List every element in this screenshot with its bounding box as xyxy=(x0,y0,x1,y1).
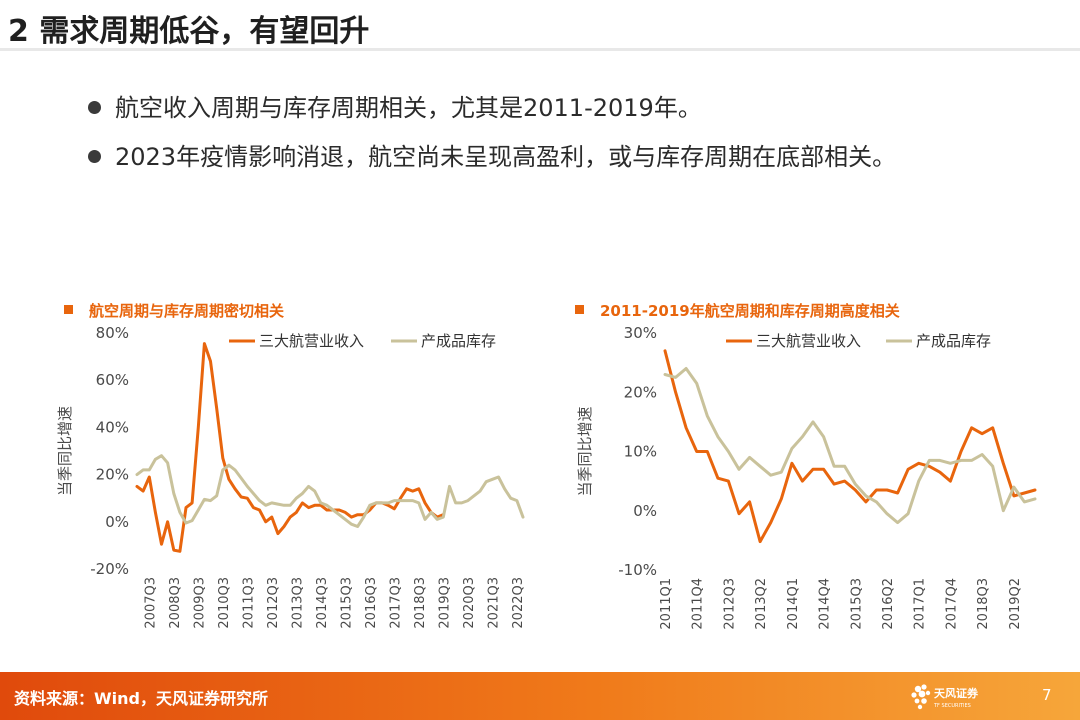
y-axis-label: 当季同比增速 xyxy=(56,406,74,496)
chart-2-title: 2011-2019年航空周期和库存周期高度相关 xyxy=(575,300,900,321)
x-tick-label: 2014Q4 xyxy=(818,578,833,630)
page-number: 7 xyxy=(1042,686,1052,704)
x-tick-label: 2018Q3 xyxy=(976,578,991,630)
chart-2: -10% 0% 10% 20% 30% 当季同比增速 2011Q1 2011Q4 2012Q3 2… xyxy=(576,324,1037,630)
x-tick-label: 2012Q3 xyxy=(266,577,281,629)
x-tick-label: 2016Q2 xyxy=(881,578,896,630)
y-tick-label: -20% xyxy=(90,560,129,578)
x-tick-label: 2015Q3 xyxy=(849,578,864,630)
x-tick-label: 2022Q3 xyxy=(511,577,526,629)
bullet-text-1: 航空收入周期与库存周期相关，尤其是2011-2019年。 xyxy=(115,94,702,122)
y-tick-label: 30% xyxy=(624,324,657,342)
square-bullet-icon xyxy=(64,305,73,314)
bullet-item-2: 2023年疫情影响消退，航空尚未呈现高盈利，或与库存周期在底部相关。 xyxy=(88,137,896,172)
x-tick-label: 2013Q3 xyxy=(290,577,305,629)
y-tick-label: 0% xyxy=(633,502,657,520)
x-tick-label: 2008Q3 xyxy=(168,577,183,629)
x-tick-label: 2015Q3 xyxy=(339,577,354,629)
bullet-dot-icon xyxy=(88,100,101,114)
x-tick-label: 2014Q1 xyxy=(786,578,801,630)
page-title: 2 需求周期低谷，有望回升 xyxy=(8,14,370,49)
y-tick-label: 10% xyxy=(624,443,657,461)
x-tick-label: 2011Q3 xyxy=(241,577,256,629)
series-line-2 xyxy=(663,367,1037,525)
y-tick-label: 80% xyxy=(96,324,129,342)
x-tick-label: 2019Q2 xyxy=(1008,578,1023,630)
legend-label: 产成品库存 xyxy=(421,332,496,350)
y-tick-label: 60% xyxy=(96,371,129,389)
x-tick-label: 2021Q3 xyxy=(486,577,501,629)
legend-label: 三大航营业收入 xyxy=(756,332,861,350)
x-tick-label: 2019Q3 xyxy=(437,577,452,629)
tf-securities-logo: 天风证券 TF SECURITIES xyxy=(911,684,979,710)
x-tick-label: 2016Q3 xyxy=(364,577,379,629)
x-tick-label: 2012Q3 xyxy=(722,578,737,630)
x-tick-label: 2011Q4 xyxy=(691,578,706,630)
series-line-1 xyxy=(663,349,1037,544)
logo-subtext: TF SECURITIES xyxy=(933,703,971,709)
source-note: 资料来源：Wind，天风证券研究所 xyxy=(14,689,268,708)
footer-bar: 资料来源：Wind，天风证券研究所 天风证券 TF SECURITIES 7 xyxy=(0,672,1080,720)
legend-label: 产成品库存 xyxy=(916,332,991,350)
x-tick-label: 2013Q2 xyxy=(754,578,769,630)
series-line-1 xyxy=(135,342,445,553)
bullet-dot-icon xyxy=(88,149,101,163)
x-tick-label: 2017Q1 xyxy=(913,578,928,630)
x-tick-label: 2017Q4 xyxy=(944,578,959,630)
series-line-2 xyxy=(135,454,525,528)
square-bullet-icon xyxy=(575,305,584,314)
x-tick-label: 2010Q3 xyxy=(217,577,232,629)
y-tick-label: -10% xyxy=(618,561,657,579)
chart-1-title: 航空周期与库存周期密切相关 xyxy=(64,300,284,321)
x-tick-label: 2020Q3 xyxy=(462,577,477,629)
x-tick-label: 2017Q3 xyxy=(388,577,403,629)
chart-1-title-text: 航空周期与库存周期密切相关 xyxy=(89,302,285,320)
y-tick-label: 0% xyxy=(105,513,129,531)
x-tick-label: 2011Q1 xyxy=(659,578,674,630)
legend-label: 三大航营业收入 xyxy=(259,332,364,350)
chart-1: -20% 0% 20% 40% 60% 80% 当季同比增速 2007Q3 2008Q3 2009… xyxy=(56,324,526,629)
x-tick-label: 2009Q3 xyxy=(192,577,207,629)
x-tick-label: 2014Q3 xyxy=(315,577,330,629)
x-tick-label: 2018Q3 xyxy=(413,577,428,629)
logo-text: 天风证券 xyxy=(934,686,979,700)
bullet-item-1: 航空收入周期与库存周期相关，尤其是2011-2019年。 xyxy=(88,88,702,123)
y-tick-label: 20% xyxy=(96,466,129,484)
y-tick-label: 20% xyxy=(624,383,657,401)
bullet-text-2: 2023年疫情影响消退，航空尚未呈现高盈利，或与库存周期在底部相关。 xyxy=(115,143,897,171)
y-tick-label: 40% xyxy=(96,418,129,436)
title-divider xyxy=(0,48,1080,51)
x-tick-label: 2007Q3 xyxy=(143,577,158,629)
chart-2-title-text: 2011-2019年航空周期和库存周期高度相关 xyxy=(600,302,900,320)
y-axis-label: 当季同比增速 xyxy=(576,406,594,496)
